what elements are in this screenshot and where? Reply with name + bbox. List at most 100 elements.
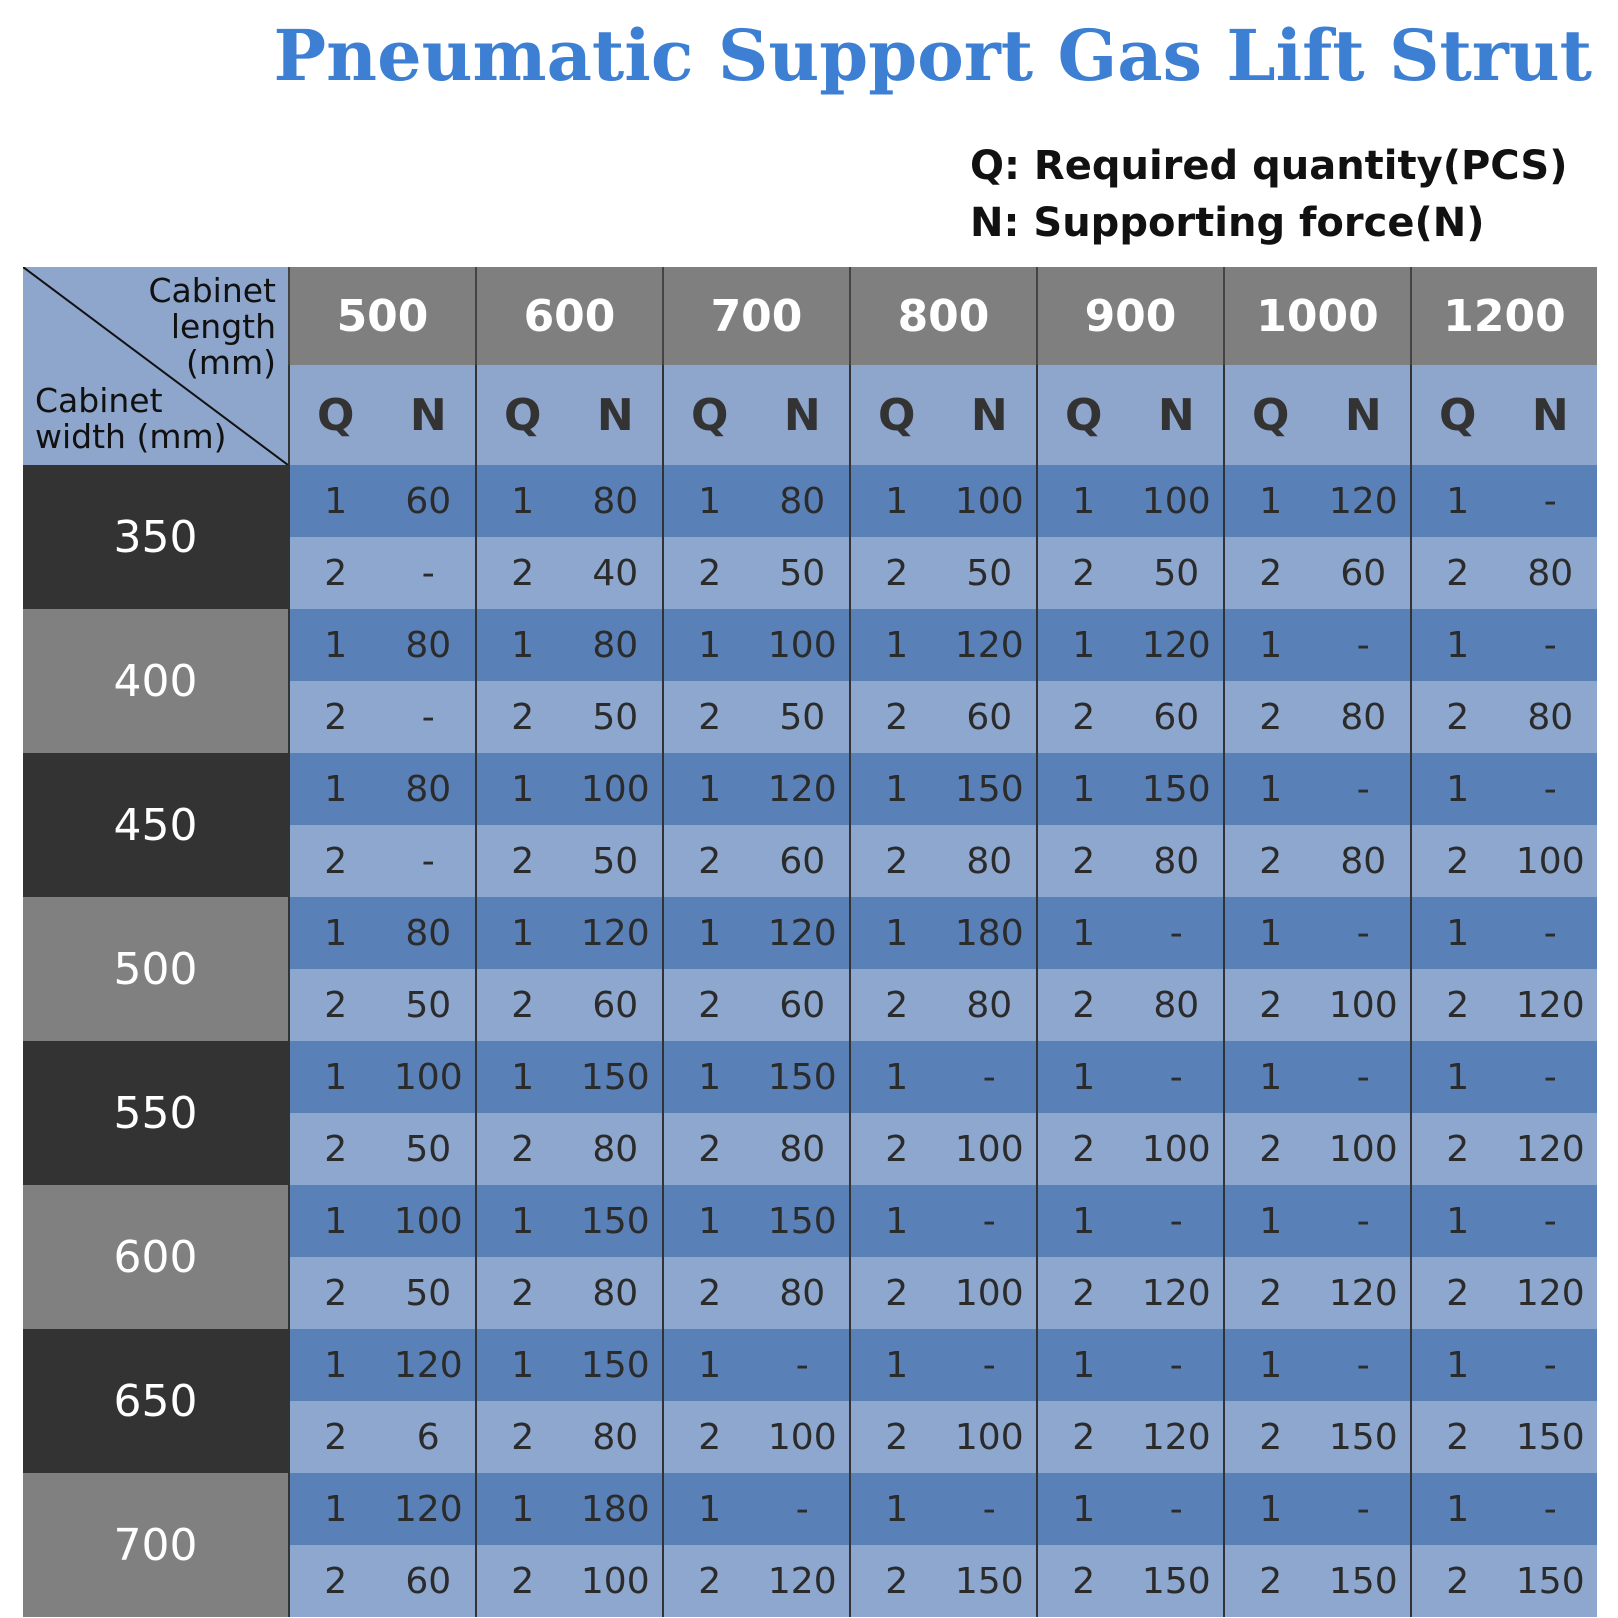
- force-cell: -: [1129, 897, 1223, 969]
- quantity-cell: 2: [288, 969, 382, 1041]
- force-cell: 80: [755, 465, 849, 537]
- length-header: 1000: [1223, 267, 1410, 365]
- quantity-cell: 2: [662, 1545, 756, 1617]
- force-cell: -: [1316, 1329, 1410, 1401]
- quantity-cell: 1: [1036, 753, 1130, 825]
- force-cell: 150: [942, 1545, 1036, 1617]
- force-cell: -: [1503, 1473, 1597, 1545]
- force-cell: 120: [755, 753, 849, 825]
- quantity-cell: 1: [1036, 609, 1130, 681]
- force-cell: 100: [568, 753, 662, 825]
- quantity-cell: 1: [288, 753, 382, 825]
- force-cell: 150: [942, 753, 1036, 825]
- force-cell: 60: [1316, 537, 1410, 609]
- width-header: 500: [23, 897, 288, 1041]
- quantity-cell: 1: [475, 1473, 569, 1545]
- force-cell: 80: [381, 609, 475, 681]
- quantity-cell: 1: [1410, 1185, 1504, 1257]
- force-cell: -: [1129, 1473, 1223, 1545]
- force-cell: -: [1316, 897, 1410, 969]
- force-cell: -: [942, 1473, 1036, 1545]
- quantity-cell: 2: [1223, 1545, 1317, 1617]
- force-cell: -: [1503, 465, 1597, 537]
- quantity-cell: 2: [1223, 825, 1317, 897]
- force-cell: 60: [381, 465, 475, 537]
- quantity-cell: 2: [849, 1257, 943, 1329]
- force-cell: -: [1316, 753, 1410, 825]
- force-cell: 60: [942, 681, 1036, 753]
- force-cell: -: [1316, 609, 1410, 681]
- quantity-cell: 1: [849, 1185, 943, 1257]
- force-cell: 60: [568, 969, 662, 1041]
- force-cell: 50: [381, 1113, 475, 1185]
- quantity-cell: 1: [662, 897, 756, 969]
- quantity-cell: 1: [288, 1473, 382, 1545]
- quantity-cell: 2: [1410, 681, 1504, 753]
- force-cell: 120: [755, 897, 849, 969]
- force-cell: 100: [942, 1113, 1036, 1185]
- quantity-cell: 1: [1036, 897, 1130, 969]
- quantity-cell: 1: [1036, 1041, 1130, 1113]
- quantity-cell: 1: [475, 609, 569, 681]
- quantity-cell: 2: [1410, 825, 1504, 897]
- quantity-cell: 1: [1223, 1329, 1317, 1401]
- force-cell: 120: [1129, 1401, 1223, 1473]
- force-cell: 50: [381, 1257, 475, 1329]
- width-header: 550: [23, 1041, 288, 1185]
- force-cell: 50: [755, 681, 849, 753]
- quantity-cell: 2: [1410, 1545, 1504, 1617]
- force-cell: 100: [755, 609, 849, 681]
- quantity-cell: 1: [662, 609, 756, 681]
- width-header: 650: [23, 1329, 288, 1473]
- quantity-cell: 2: [1223, 969, 1317, 1041]
- quantity-cell: 1: [288, 897, 382, 969]
- force-cell: 40: [568, 537, 662, 609]
- force-cell: -: [1316, 1185, 1410, 1257]
- quantity-cell: 1: [1410, 609, 1504, 681]
- diagonal: [23, 267, 288, 465]
- force-cell: 80: [568, 1113, 662, 1185]
- quantity-cell: 2: [288, 825, 382, 897]
- force-cell: -: [381, 681, 475, 753]
- q-header: Q: [475, 365, 569, 465]
- quantity-cell: 1: [475, 465, 569, 537]
- quantity-cell: 2: [475, 825, 569, 897]
- quantity-cell: 1: [849, 609, 943, 681]
- force-cell: 100: [1129, 1113, 1223, 1185]
- quantity-cell: 1: [849, 1329, 943, 1401]
- force-cell: 100: [381, 1041, 475, 1113]
- force-cell: 120: [755, 1545, 849, 1617]
- force-cell: 100: [568, 1545, 662, 1617]
- q-header: Q: [1036, 365, 1130, 465]
- table: Cabinet length (mm) Cabinet width (mm) 5…: [23, 267, 1597, 1617]
- force-cell: 150: [755, 1185, 849, 1257]
- n-header: N: [568, 365, 662, 465]
- force-cell: -: [942, 1041, 1036, 1113]
- force-cell: 6: [381, 1401, 475, 1473]
- quantity-cell: 1: [288, 1041, 382, 1113]
- length-header: 800: [849, 267, 1036, 365]
- force-cell: 180: [942, 897, 1036, 969]
- q-header: Q: [288, 365, 382, 465]
- quantity-cell: 2: [1223, 1257, 1317, 1329]
- quantity-cell: 1: [288, 609, 382, 681]
- quantity-cell: 2: [475, 1545, 569, 1617]
- n-header: N: [942, 365, 1036, 465]
- force-cell: 100: [1316, 1113, 1410, 1185]
- quantity-cell: 2: [1036, 1113, 1130, 1185]
- force-cell: 80: [1316, 825, 1410, 897]
- quantity-cell: 2: [1223, 1401, 1317, 1473]
- force-cell: 60: [1129, 681, 1223, 753]
- quantity-cell: 1: [288, 1329, 382, 1401]
- quantity-cell: 2: [475, 969, 569, 1041]
- quantity-cell: 2: [1410, 969, 1504, 1041]
- force-cell: -: [755, 1473, 849, 1545]
- quantity-cell: 2: [475, 1257, 569, 1329]
- quantity-cell: 1: [1036, 465, 1130, 537]
- length-label: Cabinet length (mm): [148, 271, 276, 382]
- force-cell: 120: [1503, 969, 1597, 1041]
- quantity-cell: 2: [849, 969, 943, 1041]
- n-header: N: [755, 365, 849, 465]
- quantity-cell: 2: [1223, 681, 1317, 753]
- quantity-cell: 2: [1410, 1257, 1504, 1329]
